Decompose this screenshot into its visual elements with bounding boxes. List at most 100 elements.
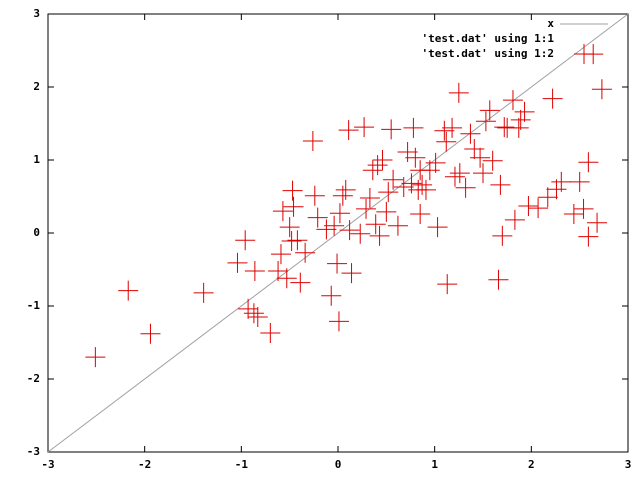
point (504, 209, 525, 230)
point (335, 179, 356, 200)
point (270, 244, 291, 265)
point (193, 282, 214, 303)
point (455, 177, 476, 198)
point (437, 274, 458, 295)
point (578, 152, 599, 173)
legend-label: x (547, 17, 554, 30)
point (578, 226, 599, 247)
point (362, 160, 383, 181)
x-tick-label: 3 (625, 458, 632, 471)
point (546, 179, 567, 200)
point (563, 204, 584, 225)
point (383, 169, 404, 190)
legend-label: 'test.dat' using 1:2 (422, 47, 554, 60)
point (302, 131, 323, 152)
point (470, 147, 491, 168)
point (518, 195, 539, 216)
point (304, 185, 325, 206)
point (283, 196, 304, 217)
x-tick-label: 2 (528, 458, 535, 471)
point (528, 198, 549, 219)
point (85, 347, 106, 368)
point (295, 242, 316, 263)
point (321, 285, 342, 306)
y-tick-label: -1 (27, 299, 41, 312)
point (290, 272, 311, 293)
x-tick-label: 0 (335, 458, 342, 471)
point (410, 204, 431, 225)
x-tick-label: 1 (431, 458, 438, 471)
point (591, 79, 612, 100)
point (436, 131, 457, 152)
point (502, 90, 523, 111)
point (376, 201, 397, 222)
point (282, 180, 303, 201)
point (365, 214, 386, 235)
point (350, 223, 371, 244)
point (381, 119, 402, 140)
point (235, 230, 256, 251)
point (243, 303, 264, 324)
point (542, 88, 563, 109)
point (475, 111, 496, 132)
point (281, 231, 302, 252)
point (279, 217, 300, 238)
y-tick-label: 3 (33, 7, 40, 20)
x-tick-label: -3 (41, 458, 54, 471)
function-line (47, 13, 629, 453)
point (460, 123, 481, 144)
y-tick-label: -3 (27, 445, 40, 458)
point (403, 117, 424, 138)
point (488, 269, 509, 290)
point (444, 166, 465, 187)
point (260, 323, 281, 344)
point (227, 252, 248, 273)
point (551, 171, 572, 192)
y-tick-label: 2 (33, 80, 40, 93)
point (393, 177, 414, 198)
point (307, 207, 328, 228)
point (473, 163, 493, 184)
point (479, 100, 500, 121)
point (419, 160, 440, 181)
point (427, 217, 448, 238)
point (569, 171, 590, 192)
point (405, 147, 426, 168)
point (354, 117, 375, 138)
point (332, 185, 353, 206)
point (397, 141, 418, 162)
y-tick-label: 1 (33, 153, 40, 166)
point (573, 198, 594, 219)
point (268, 260, 289, 281)
point (341, 263, 362, 284)
point (448, 82, 469, 103)
point (140, 323, 161, 344)
point (434, 120, 455, 141)
point (367, 155, 388, 176)
point (316, 219, 337, 240)
y-tick-label: -2 (27, 372, 40, 385)
point (238, 298, 259, 319)
point (276, 268, 297, 289)
point (415, 179, 436, 200)
point (247, 306, 268, 327)
point (118, 280, 139, 301)
point (510, 109, 531, 130)
point (508, 117, 529, 138)
point (359, 187, 380, 208)
point (482, 150, 503, 171)
y-tick-label: 0 (33, 226, 40, 239)
point (587, 212, 608, 233)
point (412, 174, 433, 195)
x-tick-label: -2 (138, 458, 151, 471)
point (339, 220, 360, 241)
legend-sample (574, 44, 594, 64)
point (338, 120, 359, 141)
point (244, 260, 265, 281)
point (449, 163, 470, 184)
point (378, 182, 399, 203)
point (324, 215, 345, 236)
point (387, 215, 408, 236)
point (272, 201, 293, 222)
